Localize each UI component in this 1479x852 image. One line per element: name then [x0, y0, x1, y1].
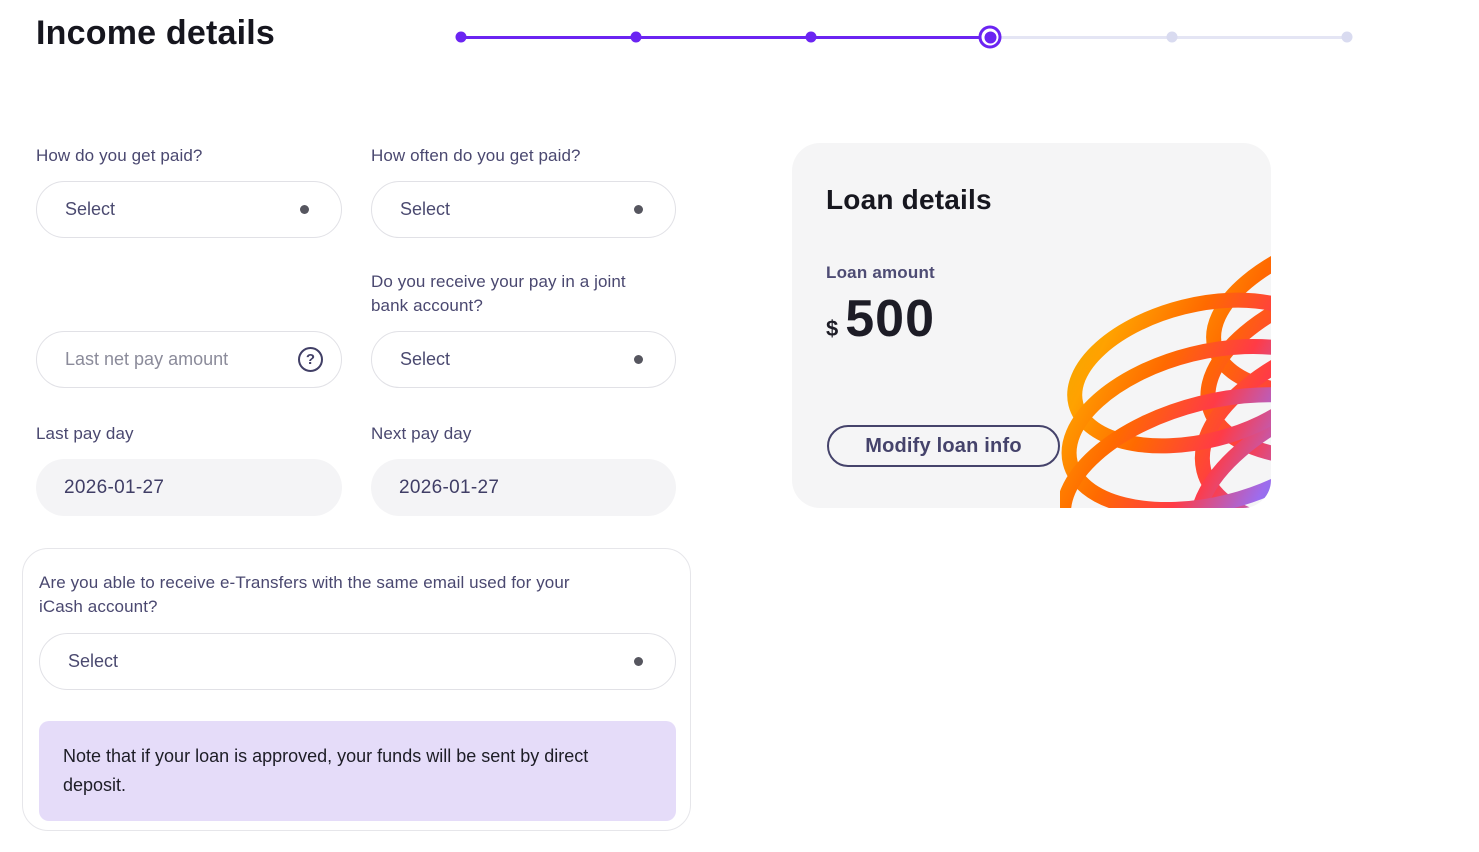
etransfer-select[interactable]: Select	[39, 633, 676, 690]
pay-method-select[interactable]: Select	[36, 181, 342, 238]
stepper-dot-6	[1341, 31, 1353, 43]
joint-account-selected-value: Select	[400, 349, 451, 369]
pay-method-label: How do you get paid?	[36, 146, 203, 165]
last-pay-day-value: 2026-01-27	[64, 476, 165, 498]
etransfer-label: Are you able to receive e-Transfers with…	[39, 573, 570, 616]
loan-details-card: Loan details Loan amount $ 500 Modify lo…	[792, 143, 1271, 508]
currency-symbol: $	[826, 316, 839, 341]
select-indicator-dot-icon	[634, 355, 643, 364]
select-indicator-dot-icon	[634, 205, 643, 214]
pay-method-group: How do you get paid? Select	[36, 144, 342, 238]
loan-amount-value: 500	[845, 290, 936, 348]
loan-amount-label: Loan amount	[826, 263, 935, 282]
select-indicator-dot-icon	[300, 205, 309, 214]
stepper-dot-1	[455, 31, 467, 43]
pay-method-selected-value: Select	[65, 199, 116, 219]
last-net-pay-input[interactable]	[65, 349, 298, 370]
page-title: Income details	[36, 14, 275, 52]
pay-frequency-select[interactable]: Select	[371, 181, 676, 238]
direct-deposit-note: Note that if your loan is approved, your…	[39, 721, 676, 821]
pay-frequency-label: How often do you get paid?	[371, 146, 581, 165]
last-net-pay-field[interactable]: ?	[36, 331, 342, 388]
last-pay-day-field[interactable]: 2026-01-27	[36, 459, 342, 516]
progress-stepper	[455, 25, 1353, 49]
last-pay-day-group: Last pay day 2026-01-27	[36, 422, 342, 516]
select-indicator-dot-icon	[634, 657, 643, 666]
stepper-line-completed	[461, 35, 990, 39]
next-pay-day-field[interactable]: 2026-01-27	[371, 459, 676, 516]
stepper-dot-2	[630, 31, 642, 43]
next-pay-day-group: Next pay day 2026-01-27	[371, 422, 676, 516]
loan-amount: $ 500	[826, 289, 935, 349]
help-icon[interactable]: ?	[298, 347, 323, 372]
joint-account-label: Do you receive your pay in a joint bank …	[371, 272, 626, 315]
joint-account-group: Do you receive your pay in a joint bank …	[371, 270, 676, 388]
direct-deposit-note-text: Note that if your loan is approved, your…	[63, 746, 589, 795]
pay-frequency-selected-value: Select	[400, 199, 451, 219]
last-net-pay-group: ?	[36, 331, 342, 388]
loan-card-title: Loan details	[826, 184, 992, 215]
pay-frequency-group: How often do you get paid? Select	[371, 144, 676, 238]
stepper-dot-3	[805, 31, 817, 43]
etransfer-selected-value: Select	[68, 651, 119, 671]
stepper-dot-5	[1166, 31, 1178, 43]
next-pay-day-label: Next pay day	[371, 424, 472, 443]
last-pay-day-label: Last pay day	[36, 424, 134, 443]
etransfer-section: Are you able to receive e-Transfers with…	[22, 548, 691, 831]
stepper-dot-core	[984, 31, 996, 43]
joint-account-select[interactable]: Select	[371, 331, 676, 388]
stepper-dot-4-current	[978, 25, 1002, 49]
next-pay-day-value: 2026-01-27	[399, 476, 500, 498]
modify-loan-info-button[interactable]: Modify loan info	[827, 425, 1060, 467]
rainbow-coin-stack-illustration	[1060, 223, 1271, 508]
